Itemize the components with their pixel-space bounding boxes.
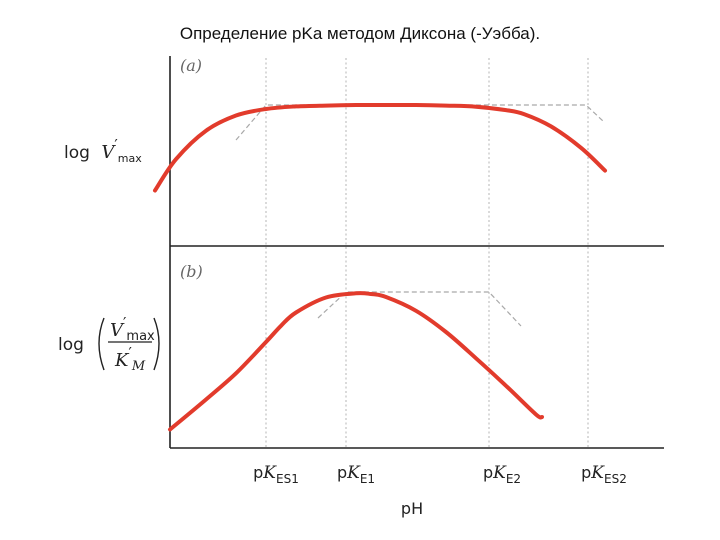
y-label-b-num-prime: ′ bbox=[123, 314, 127, 332]
page-title: Определение pKa методом Диксона (-Уэбба)… bbox=[179, 24, 541, 43]
left-paren-icon bbox=[98, 317, 105, 371]
y-label-b: log V′max K′M bbox=[58, 314, 160, 374]
y-label-a-prime: ′ bbox=[114, 136, 118, 154]
y-label-a-var: V bbox=[101, 142, 116, 163]
y-label-b-den-sub: M bbox=[131, 359, 146, 374]
x-tick-prefix: p bbox=[253, 463, 263, 482]
y-label-b-prefix: log bbox=[58, 335, 84, 355]
x-axis-label: pH bbox=[401, 499, 423, 518]
y-label-a-sub: max bbox=[118, 152, 142, 165]
x-tick-k: K bbox=[262, 463, 277, 483]
asymptote-a bbox=[235, 104, 605, 141]
x-tick-k: K bbox=[346, 463, 361, 483]
x-tick-sub: E1 bbox=[360, 472, 375, 486]
x-tick-prefix: p bbox=[581, 463, 591, 482]
y-label-a-prefix: log bbox=[64, 143, 90, 163]
x-tick-sub: ES2 bbox=[604, 472, 627, 486]
svg-text:K′M: K′M bbox=[114, 344, 146, 374]
svg-text:log V′max: log V′max bbox=[64, 136, 142, 165]
x-tick-label: pKES1 bbox=[253, 463, 299, 486]
x-tick-k: K bbox=[492, 463, 507, 483]
x-tick-sub: E2 bbox=[506, 472, 521, 486]
vertical-guides bbox=[265, 58, 589, 448]
x-tick-prefix: p bbox=[337, 463, 347, 482]
y-label-a: log V′max bbox=[64, 136, 142, 165]
x-tick-prefix: p bbox=[483, 463, 493, 482]
right-paren-icon bbox=[153, 317, 160, 371]
svg-text:V′max: V′max bbox=[110, 314, 155, 344]
panel-b-label: (b) bbox=[180, 262, 203, 281]
y-label-b-num-var: V bbox=[110, 320, 125, 341]
x-tick-labels: pKES1 pKE1 pKE2 pKES2 bbox=[253, 463, 627, 486]
series-curves bbox=[153, 102, 607, 432]
panel-a-label: (a) bbox=[180, 56, 202, 75]
x-tick-k: K bbox=[590, 463, 605, 483]
asymptote-b bbox=[317, 291, 522, 327]
x-tick-label: pKES2 bbox=[581, 463, 627, 486]
y-label-b-den-prime: ′ bbox=[128, 344, 132, 362]
series-line-panel-b bbox=[168, 291, 544, 432]
y-label-b-num-sub: max bbox=[126, 329, 155, 344]
series-line-panel-a bbox=[153, 102, 607, 193]
x-tick-label: pKE1 bbox=[337, 463, 375, 486]
y-label-b-den-var: K bbox=[114, 350, 130, 371]
x-tick-sub: ES1 bbox=[276, 472, 299, 486]
x-tick-label: pKE2 bbox=[483, 463, 521, 486]
